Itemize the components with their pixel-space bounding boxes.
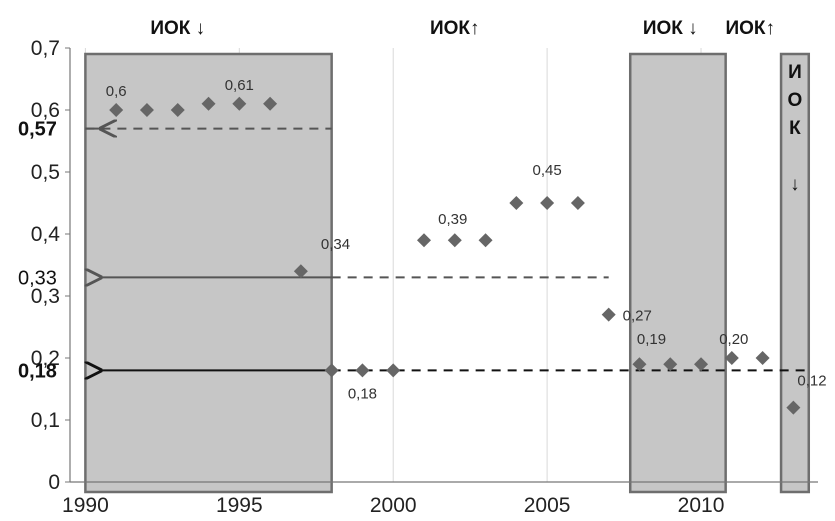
data-point-5 bbox=[263, 96, 278, 111]
vertical-region-label-1: О bbox=[788, 90, 803, 111]
y-tick-label-4: 0,4 bbox=[31, 223, 61, 246]
mean-level-label-0: 0,57 bbox=[18, 119, 57, 141]
data-point-18 bbox=[663, 357, 678, 372]
mean-levels: 0,57 0,33 0,18 bbox=[18, 119, 809, 382]
x-tick-label-4: 2010 bbox=[678, 494, 725, 517]
axes: 0 0,1 0,2 0,3 0,4 0,5 0,6 0,7 1990 1995 2000 2005 20… bbox=[31, 37, 818, 517]
data-point-3 bbox=[201, 96, 216, 111]
data-point-4 bbox=[232, 96, 247, 111]
vertical-region-label-4: ↓ bbox=[790, 174, 800, 195]
data-point-12 bbox=[478, 233, 493, 248]
data-points bbox=[109, 96, 801, 415]
region-label-3: ИОК↑ bbox=[726, 18, 776, 39]
region-label-1: ИОК↑ bbox=[430, 18, 480, 39]
data-label-5: 0,45 bbox=[533, 162, 562, 179]
data-point-8 bbox=[355, 363, 370, 378]
shaded-region-1 bbox=[628, 52, 727, 494]
mean-level-label-2: 0,18 bbox=[18, 360, 57, 382]
data-label-6: 0,27 bbox=[623, 308, 652, 325]
data-label-4: 0,39 bbox=[438, 211, 467, 228]
data-label-9: 0,12 bbox=[797, 373, 826, 390]
shaded-region-0 bbox=[84, 52, 333, 494]
data-point-22 bbox=[786, 400, 801, 415]
data-label-8: 0,20 bbox=[719, 331, 748, 348]
y-tick-label-2: 0,2 bbox=[31, 347, 60, 370]
y-tick-label-3: 0,3 bbox=[31, 285, 60, 308]
data-point-10 bbox=[416, 233, 431, 248]
data-point-20 bbox=[724, 351, 739, 365]
data-label-0: 0,6 bbox=[106, 83, 127, 100]
y-tick-label-0: 0 bbox=[48, 471, 60, 494]
region-labels: ИОК ↓ ИОК↑ ИОК ↓ ИОК↑ ИОК ↓ bbox=[150, 18, 802, 195]
data-point-13 bbox=[509, 196, 524, 210]
data-point-16 bbox=[601, 307, 616, 322]
x-tick-label-1: 1995 bbox=[216, 494, 263, 517]
data-point-6 bbox=[293, 264, 308, 279]
data-point-9 bbox=[386, 363, 401, 378]
data-point-21 bbox=[755, 351, 770, 365]
data-point-14 bbox=[540, 196, 555, 210]
data-point-7 bbox=[324, 363, 339, 378]
data-label-7: 0,19 bbox=[637, 331, 666, 348]
data-label-3: 0,18 bbox=[348, 385, 377, 402]
data-point-11 bbox=[447, 233, 462, 248]
x-tick-label-2: 2000 bbox=[370, 494, 417, 517]
data-point-0 bbox=[109, 103, 124, 117]
data-point-2 bbox=[170, 103, 185, 117]
data-label-1: 0,61 bbox=[225, 77, 254, 94]
data-label-2: 0,34 bbox=[321, 236, 350, 253]
region-label-0: ИОК ↓ bbox=[150, 18, 205, 39]
x-tick-label-3: 2005 bbox=[524, 494, 571, 517]
y-tick-label-1: 0,1 bbox=[31, 409, 60, 432]
shaded-regions bbox=[84, 52, 811, 494]
vertical-region-label-0: И bbox=[788, 62, 802, 83]
mean-level-label-1: 0,33 bbox=[18, 267, 57, 289]
y-tick-label-6: 0,6 bbox=[31, 99, 60, 122]
data-labels: 0,6 0,61 0,34 0,18 0,39 0,45 0,27 0,19 0,20 0,12 bbox=[106, 77, 827, 403]
region-label-2: ИОК ↓ bbox=[643, 18, 698, 39]
y-tick-label-5: 0,5 bbox=[31, 161, 60, 184]
data-point-17 bbox=[632, 357, 647, 372]
y-tick-label-7: 0,7 bbox=[31, 37, 60, 60]
data-point-19 bbox=[694, 357, 709, 372]
vertical-region-label-2: К bbox=[789, 118, 801, 139]
data-point-15 bbox=[570, 196, 585, 210]
x-tick-label-0: 1990 bbox=[62, 494, 109, 517]
data-point-1 bbox=[139, 103, 154, 117]
shaded-region-2 bbox=[779, 52, 811, 494]
